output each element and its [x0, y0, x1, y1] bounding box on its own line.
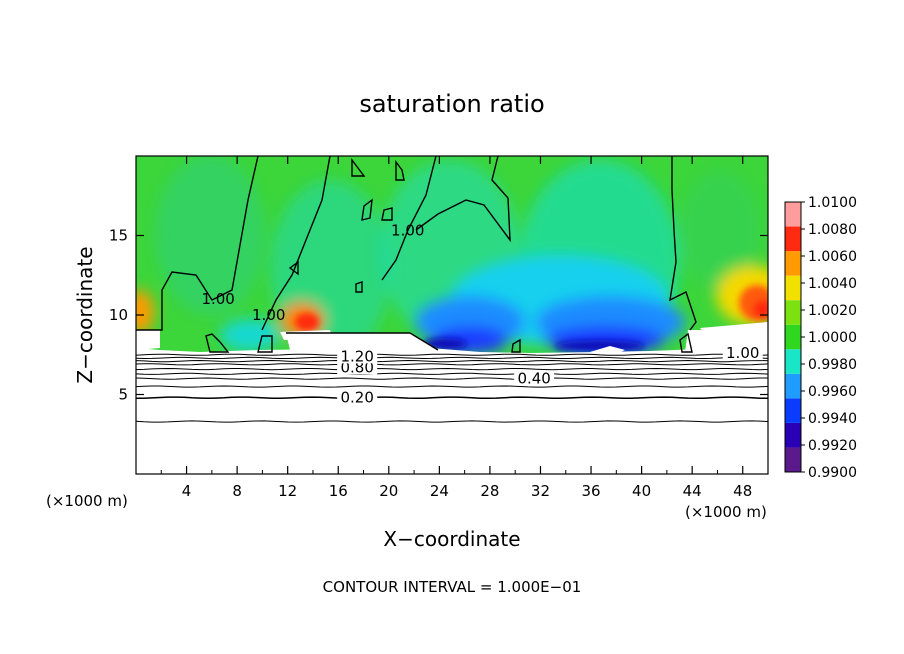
contour-labels: 0.200.400.801.201.001.001.001.00	[201, 222, 763, 407]
contour-label: 0.40	[517, 370, 550, 388]
contour-line	[136, 363, 768, 366]
y-tick-label: 5	[118, 386, 128, 404]
colorbar-swatch	[785, 226, 801, 252]
contour-line	[136, 420, 768, 423]
contour-line	[136, 377, 768, 380]
contour-label: 0.20	[340, 389, 373, 407]
x-axis: 4 8 12 16 20 24 28 32 36 40 44 48	[160, 156, 752, 500]
contour-label: 1.20	[340, 347, 373, 365]
contour-line	[136, 396, 768, 400]
plot-area: 0.200.400.801.201.001.001.001.00	[136, 156, 768, 474]
colorbar-swatch	[785, 373, 801, 399]
contour-lines-horizontal	[136, 353, 768, 423]
contour-line	[136, 359, 768, 363]
contour-label: 1.00	[252, 306, 285, 324]
contour-label: 1.00	[726, 344, 759, 362]
white-block-left	[136, 330, 160, 350]
contour-label-bg	[337, 349, 378, 364]
colorbar-swatch	[785, 324, 801, 350]
x-tick-label: 16	[329, 482, 348, 500]
x-tick-label: 40	[632, 482, 651, 500]
colorbar-swatch	[785, 251, 801, 276]
x-unit-right: (×1000 m)	[685, 503, 767, 521]
x-tick-label: 48	[733, 482, 752, 500]
contour-label-bg	[337, 390, 378, 405]
chart-title: saturation ratio	[359, 90, 544, 118]
x-tick-label: 44	[683, 482, 702, 500]
colorbar-label: 1.0040	[808, 276, 857, 292]
contour-label: 1.00	[201, 290, 234, 308]
colorbar-swatch	[785, 300, 801, 325]
colorbar-swatch	[785, 398, 801, 423]
sub-saturated-region	[136, 348, 768, 474]
colorbar: 0.9900 0.9920 0.9940 0.9960 0.9980 1.0000 1.00…	[784, 195, 857, 481]
contour-label-bg	[337, 360, 378, 375]
colorbar-label: 1.0060	[808, 249, 857, 265]
contour-line	[136, 372, 768, 375]
x-axis-label: X−coordinate	[383, 527, 520, 551]
colorbar-swatch	[785, 349, 801, 374]
contour-interval-note: CONTOUR INTERVAL = 1.000E−01	[323, 578, 582, 596]
x-tick-label: 20	[379, 482, 398, 500]
y-tick-label: 15	[109, 227, 128, 245]
x-tick-label: 24	[430, 482, 449, 500]
colorbar-label: 1.0000	[808, 330, 857, 346]
colorbar-label: 0.9920	[808, 438, 857, 454]
colorbar-swatch	[785, 422, 801, 448]
colorbar-label: 1.0080	[808, 222, 857, 238]
y-axis: 5 10 15	[109, 227, 768, 404]
x-tick-label: 8	[232, 482, 242, 500]
contour-line	[136, 385, 768, 388]
contour-line	[136, 356, 768, 360]
colorbar-swatch	[785, 275, 801, 301]
colorbar-label: 0.9940	[808, 411, 857, 427]
colorbar-label: 0.9980	[808, 357, 857, 373]
saturation-field	[136, 156, 768, 360]
colorbar-label: 1.0100	[808, 195, 857, 211]
x-tick-label: 4	[182, 482, 192, 500]
contour-label: 1.00	[391, 222, 424, 240]
white-block-mid	[286, 333, 438, 350]
contour-line	[136, 353, 768, 356]
colorbar-label: 0.9900	[808, 465, 857, 481]
contour-label-bg	[514, 371, 555, 386]
colorbar-label: 0.9960	[808, 384, 857, 400]
contour-label-bg	[722, 346, 763, 361]
x-unit-left: (×1000 m)	[46, 492, 128, 510]
x-tick-label: 32	[531, 482, 550, 500]
x-tick-label: 28	[480, 482, 499, 500]
contour-lines-1	[136, 156, 697, 353]
x-tick-label: 36	[581, 482, 600, 500]
y-tick-label: 10	[109, 306, 128, 324]
y-axis-label: Z−coordinate	[73, 246, 97, 383]
colorbar-swatch	[785, 202, 801, 227]
colorbar-label: 1.0020	[808, 303, 857, 319]
x-tick-label: 12	[278, 482, 297, 500]
contour-line	[136, 367, 768, 371]
colorbar-swatch	[785, 447, 801, 472]
